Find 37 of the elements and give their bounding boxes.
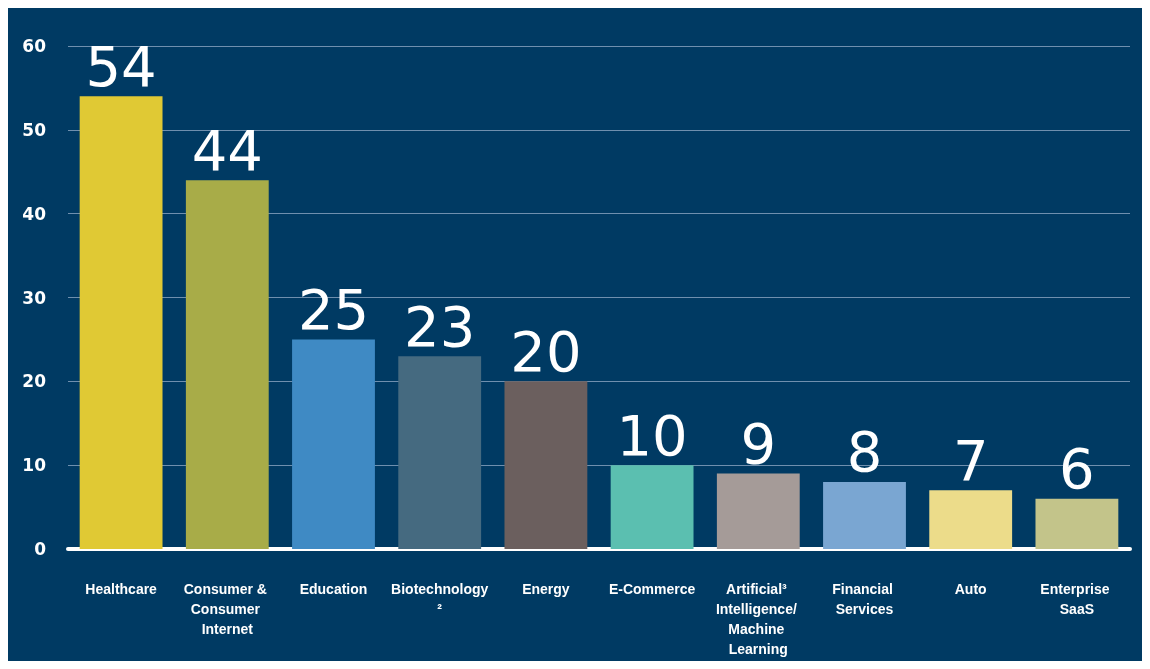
x-tick-label: Energy — [522, 581, 570, 597]
y-tick-label: 30 — [22, 287, 47, 308]
bar — [79, 96, 163, 549]
x-tick-label: Enterprise SaaS — [1040, 581, 1114, 617]
x-tick-label: Healthcare — [85, 581, 158, 597]
x-tick-label: Biotechnology² — [391, 581, 489, 617]
y-tick-label: 50 — [22, 119, 47, 140]
y-tick-label: 0 — [34, 539, 47, 559]
y-tick-label: 20 — [22, 371, 47, 392]
y-tick-label: 10 — [22, 455, 47, 476]
data-label: 54 — [85, 33, 157, 99]
x-tick-label: Consumer & Consumer Internet — [183, 581, 271, 637]
data-label: 10 — [616, 402, 688, 468]
x-tick-label: Auto — [954, 581, 987, 597]
data-label: 7 — [952, 427, 989, 493]
data-label: 6 — [1059, 436, 1095, 502]
data-label: 25 — [297, 276, 370, 342]
data-label: 20 — [510, 318, 582, 384]
x-tick-label: E-Commerce — [608, 581, 696, 597]
y-tick-label: 40 — [22, 203, 47, 224]
x-tick-label: Education — [299, 581, 368, 597]
x-tick-label: Financial Services — [832, 581, 897, 617]
bar — [610, 465, 694, 549]
bar — [185, 180, 269, 549]
bar — [292, 339, 375, 549]
data-label: 23 — [404, 293, 476, 359]
bar — [929, 490, 1013, 549]
data-label: 44 — [191, 117, 263, 183]
x-tick-label: Artificial³ Intelligence/ Machine Learning — [715, 581, 801, 657]
bar — [716, 473, 800, 549]
bar — [504, 381, 588, 549]
data-label: 8 — [846, 419, 883, 485]
y-tick-label: 60 — [22, 36, 47, 56]
bar — [398, 356, 482, 549]
bar — [1035, 498, 1119, 549]
bar — [823, 481, 906, 549]
data-label: 9 — [740, 411, 777, 477]
